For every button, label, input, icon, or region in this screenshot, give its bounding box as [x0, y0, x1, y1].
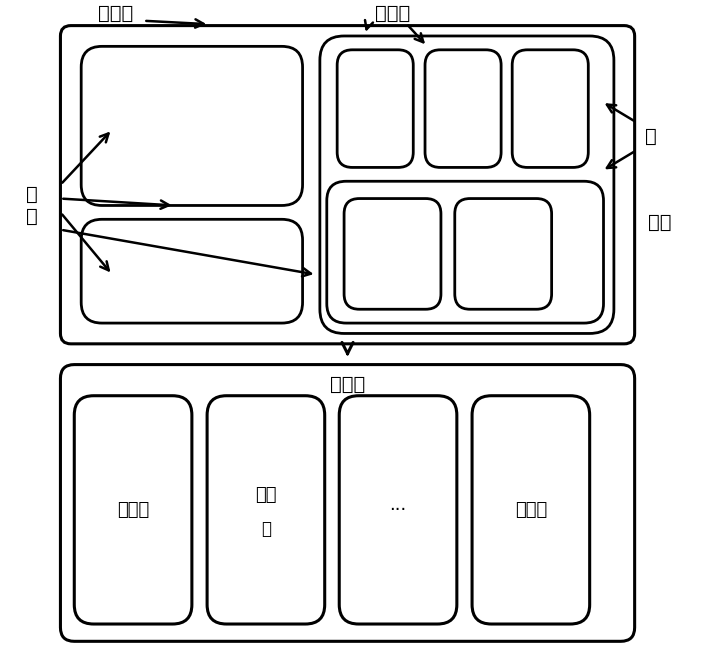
FancyBboxPatch shape — [60, 364, 635, 642]
Text: 基本膜: 基本膜 — [375, 5, 410, 23]
FancyBboxPatch shape — [207, 396, 325, 624]
Text: 表层膜: 表层膜 — [330, 374, 365, 393]
FancyBboxPatch shape — [344, 199, 441, 310]
FancyBboxPatch shape — [81, 219, 303, 323]
FancyBboxPatch shape — [327, 182, 604, 323]
FancyBboxPatch shape — [320, 36, 614, 333]
FancyBboxPatch shape — [455, 199, 552, 310]
Text: 区
域: 区 域 — [26, 185, 38, 226]
FancyBboxPatch shape — [81, 46, 303, 205]
Text: 表层膜: 表层膜 — [98, 5, 134, 23]
FancyBboxPatch shape — [472, 396, 590, 624]
Text: 基本膜: 基本膜 — [117, 501, 150, 519]
Text: 膜: 膜 — [645, 127, 657, 146]
Text: 基本: 基本 — [255, 486, 277, 504]
Text: 睛: 睛 — [261, 520, 271, 539]
FancyBboxPatch shape — [339, 396, 457, 624]
Text: ···: ··· — [390, 501, 406, 519]
FancyBboxPatch shape — [425, 50, 501, 168]
FancyBboxPatch shape — [337, 50, 413, 168]
Text: 环境: 环境 — [649, 213, 672, 232]
FancyBboxPatch shape — [512, 50, 588, 168]
Text: 基本膜: 基本膜 — [515, 501, 547, 519]
FancyBboxPatch shape — [74, 396, 192, 624]
FancyBboxPatch shape — [60, 26, 635, 344]
